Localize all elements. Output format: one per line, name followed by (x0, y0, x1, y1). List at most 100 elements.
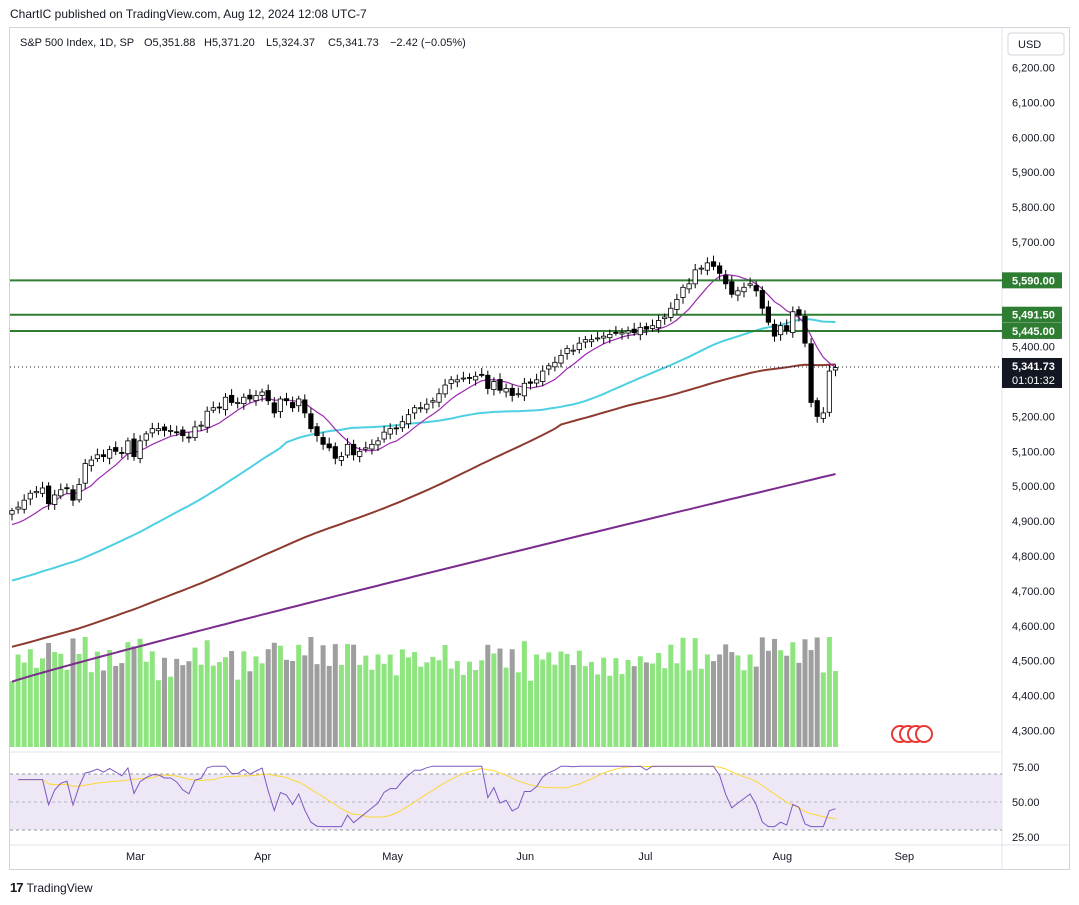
volume-bar (64, 669, 70, 747)
volume-bar (381, 663, 387, 747)
candle-body (637, 327, 643, 336)
candle-body (82, 463, 88, 484)
candle-body (174, 431, 180, 434)
last-price-tag (1002, 357, 1062, 388)
rsi-tick-75: 75.00 (1012, 762, 1040, 774)
price-tick: 6,000.00 (1012, 132, 1055, 144)
volume-bar (406, 657, 411, 747)
volume-bar (296, 644, 302, 747)
candle-body (418, 407, 424, 410)
horizontal-levels (10, 279, 1002, 332)
volume-bar (753, 666, 759, 747)
volume-bar (521, 641, 527, 747)
time-tick: May (382, 851, 403, 863)
candle-body (320, 437, 326, 445)
change-value: −2.42 (−0.05%) (390, 37, 466, 49)
candle-body (680, 286, 686, 298)
event-flag-icon[interactable] (915, 725, 933, 743)
volume-bar (540, 659, 546, 747)
candle-body (9, 510, 15, 515)
candle-body (662, 316, 668, 320)
volume-bar (332, 644, 338, 747)
footer: 17 TradingView (10, 880, 93, 895)
candles (9, 255, 839, 521)
volume-bar (741, 670, 747, 747)
volume-bar (247, 671, 253, 747)
candle-body (796, 309, 802, 316)
candle-body (58, 489, 64, 497)
price-tick: 4,400.00 (1012, 691, 1055, 703)
volume-bar (357, 664, 363, 747)
last-price-label: 5,341.73 (1012, 361, 1055, 373)
candle-body (113, 447, 119, 452)
currency-button[interactable] (1007, 32, 1065, 56)
volume-bar (717, 654, 723, 747)
price-tick: 5,800.00 (1012, 202, 1055, 214)
candle-body (125, 440, 131, 455)
time-axis: Mar Apr May Jun Jul Aug Sep (126, 851, 914, 863)
candle-body (625, 330, 631, 334)
brand-name: TradingView (26, 880, 93, 895)
volume-bar (491, 653, 497, 747)
volume-bar (534, 654, 540, 747)
candle-body (289, 402, 296, 409)
candle-body (784, 325, 790, 332)
candle-body (686, 283, 692, 290)
candle-body (491, 381, 497, 390)
event-flags[interactable] (891, 725, 933, 743)
volume-bar (235, 679, 241, 747)
candle-body (131, 438, 137, 457)
candle-body (393, 427, 399, 430)
candle-body (503, 388, 509, 393)
candle-body (399, 421, 406, 429)
candle-body (472, 375, 479, 381)
volume-bar (607, 675, 613, 747)
candle-body (143, 433, 149, 441)
volume-bar (497, 648, 503, 747)
candle-body (710, 261, 717, 267)
time-tick: Sep (895, 851, 915, 863)
candle-body (576, 342, 582, 350)
level-tag (1002, 322, 1062, 339)
volume-bar (625, 659, 631, 747)
volume-bar (808, 650, 814, 747)
volume-bar (698, 668, 704, 747)
volume-bar (674, 663, 680, 747)
volume-bar (442, 644, 448, 747)
candle-body (698, 267, 704, 270)
volume-bar (784, 655, 790, 747)
volume-bar (253, 656, 259, 747)
volume-bar (9, 681, 15, 747)
open-value: O5,351.88 (144, 37, 195, 49)
volume-bar (515, 672, 521, 747)
price-tick: 6,100.00 (1012, 97, 1055, 109)
volume-bar (363, 655, 369, 747)
sma-200-line (11, 473, 836, 683)
volume-bar (21, 662, 27, 747)
candle-body (204, 410, 210, 428)
candle-body (564, 347, 570, 354)
volume-bar (479, 660, 485, 747)
volume-bar (680, 637, 686, 747)
volume-bar (790, 642, 796, 747)
candle-body (607, 334, 613, 339)
candle-body (765, 306, 772, 323)
candle-body (595, 337, 601, 340)
volume-bar (650, 663, 655, 747)
tradingview-logo-icon: 17 (10, 880, 24, 895)
candle-body (497, 379, 503, 391)
time-tick: Aug (773, 851, 793, 863)
volume-bar (168, 676, 174, 747)
candle-body (369, 443, 375, 450)
volume-bar (345, 644, 350, 747)
volume-bar (686, 670, 692, 747)
candle-body (735, 290, 741, 296)
volume-bar (82, 637, 88, 747)
volume-bar (546, 652, 552, 747)
volume-bar (558, 651, 564, 747)
volume-bar (149, 651, 155, 747)
volume-bar (692, 638, 698, 747)
candle-body (723, 274, 729, 285)
candle-body (314, 426, 320, 437)
